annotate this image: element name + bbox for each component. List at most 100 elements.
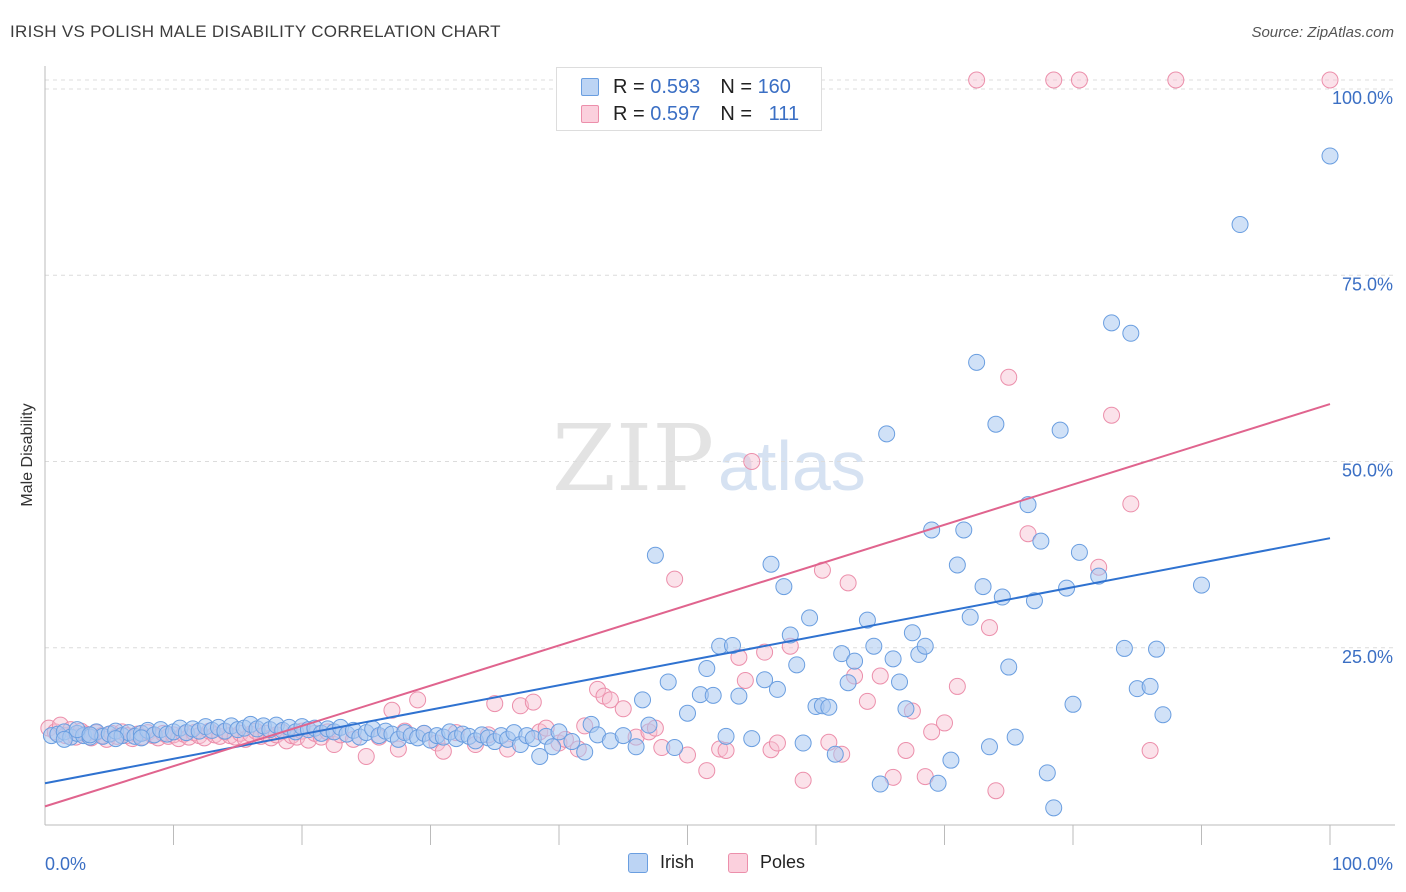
- irish-point: [81, 726, 99, 744]
- trend-lines: [44, 403, 1331, 808]
- irish-point: [1090, 567, 1108, 585]
- irish-point: [820, 698, 838, 716]
- irish-point: [55, 730, 73, 748]
- legend-item-poles: Poles: [728, 852, 805, 873]
- irish-point: [717, 727, 735, 745]
- irish-point: [1006, 728, 1024, 746]
- poles-legend-label: Poles: [760, 852, 806, 872]
- poles-point: [968, 71, 986, 89]
- irish-legend-label: Irish: [660, 852, 695, 872]
- irish-point: [698, 660, 716, 678]
- irish-point: [788, 656, 806, 674]
- irish-point: [801, 609, 819, 627]
- poles-point: [743, 452, 761, 470]
- irish-point: [659, 673, 677, 691]
- poles-point: [486, 695, 504, 713]
- irish-point: [627, 738, 645, 756]
- poles-legend-swatch: [728, 852, 749, 873]
- irish-point: [948, 556, 966, 574]
- irish-legend-swatch: [628, 852, 648, 873]
- irish-point: [929, 774, 947, 792]
- poles-n-label: N =: [720, 102, 752, 125]
- irish-point: [1025, 592, 1043, 610]
- watermark-atlas: atlas: [718, 427, 866, 505]
- poles-r-value: 0.597: [650, 102, 701, 125]
- poles-point: [736, 671, 754, 689]
- irish-point: [576, 743, 594, 761]
- poles-point: [1103, 406, 1121, 424]
- irish-points: [42, 147, 1339, 817]
- x-tick-label: 0.0%: [45, 854, 86, 874]
- poles-point: [511, 697, 529, 715]
- poles-point: [1141, 742, 1159, 759]
- y-tick-label: 25.0%: [1342, 647, 1393, 667]
- poles-point: [794, 771, 812, 789]
- irish-point: [756, 671, 774, 689]
- poles-r-label: R =: [613, 102, 645, 125]
- poles-point: [897, 742, 915, 759]
- irish-point: [961, 608, 979, 626]
- legend-row-irish: R = 0.593 N = 160: [581, 75, 791, 99]
- poles-point: [871, 667, 889, 685]
- watermark-zip: ZIP: [552, 405, 714, 512]
- irish-point: [1064, 695, 1082, 713]
- poles-point: [666, 570, 684, 588]
- irish-point: [891, 673, 909, 691]
- chart-title: IRISH VS POLISH MALE DISABILITY CORRELAT…: [10, 22, 501, 41]
- irish-point: [878, 425, 896, 443]
- irish-n-label: N =: [720, 75, 752, 98]
- irish-r-label: R =: [613, 75, 645, 98]
- poles-point: [524, 693, 542, 711]
- irish-point: [884, 650, 902, 668]
- irish-point: [897, 700, 915, 718]
- irish-point: [544, 738, 562, 756]
- irish-point: [768, 680, 786, 698]
- source-label: Source: ZipAtlas.com: [1251, 24, 1394, 41]
- irish-point: [1154, 706, 1172, 724]
- irish-point: [1148, 640, 1166, 658]
- irish-point: [1000, 658, 1018, 676]
- irish-point: [1070, 543, 1088, 561]
- irish-point: [1045, 799, 1063, 817]
- irish-point: [858, 611, 876, 629]
- irish-point: [1051, 421, 1069, 439]
- irish-point: [1115, 639, 1133, 657]
- poles-point: [1167, 71, 1185, 89]
- poles-point: [679, 746, 696, 764]
- poles-swatch: [581, 105, 599, 123]
- poles-point: [839, 574, 857, 592]
- grid-lines: [45, 79, 1395, 649]
- poles-point: [357, 747, 375, 765]
- irish-r-value: 0.593: [650, 75, 701, 98]
- irish-point: [775, 578, 793, 596]
- poles-point: [1000, 368, 1018, 386]
- irish-point: [640, 716, 658, 734]
- irish-point: [730, 687, 748, 705]
- poles-point: [987, 782, 1005, 800]
- irish-point: [980, 738, 998, 756]
- poles-point: [762, 741, 780, 759]
- poles-trend-line: [44, 403, 1331, 808]
- x-tick-label: 100.0%: [1332, 854, 1393, 874]
- irish-point: [1122, 324, 1140, 342]
- poles-point: [1019, 525, 1037, 543]
- irish-point: [1231, 216, 1249, 234]
- irish-point: [1321, 147, 1339, 165]
- poles-point: [589, 680, 607, 698]
- legend-item-irish: Irish: [628, 852, 694, 873]
- irish-point: [1103, 314, 1121, 332]
- poles-point: [936, 714, 953, 732]
- poles-point: [948, 677, 966, 695]
- irish-point: [942, 751, 960, 769]
- poles-point: [698, 762, 716, 780]
- irish-point: [987, 415, 1005, 433]
- poles-point: [434, 742, 452, 760]
- poles-point: [717, 742, 735, 759]
- irish-point: [704, 686, 722, 704]
- irish-point: [846, 652, 864, 670]
- poles-point: [383, 701, 401, 719]
- irish-point: [1193, 576, 1210, 594]
- poles-point: [614, 700, 632, 718]
- poles-point: [923, 723, 941, 741]
